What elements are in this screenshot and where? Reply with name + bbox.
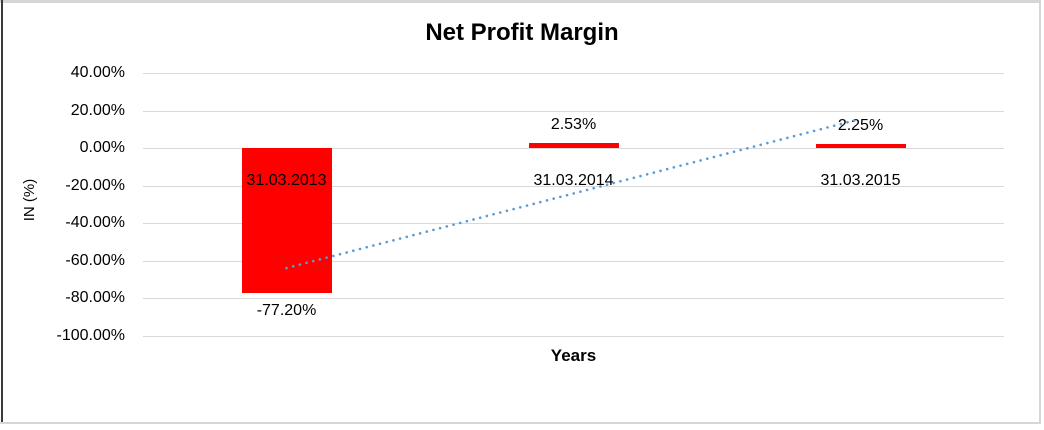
- frame-edge-bottom: [0, 422, 1041, 424]
- y-tick-label: -100.00%: [56, 327, 126, 344]
- data-label: 2.25%: [837, 116, 884, 134]
- chart-title: Net Profit Margin: [425, 19, 619, 46]
- gridline: [143, 73, 1004, 74]
- category-label: 31.03.2013: [246, 172, 327, 190]
- gridline: [143, 110, 1004, 112]
- x-axis-title: Years: [550, 346, 597, 365]
- y-tick-label: -20.00%: [65, 176, 125, 194]
- y-tick-label: 0.00%: [79, 139, 125, 157]
- y-tick-label: -80.00%: [65, 289, 125, 307]
- y-tick-label: -40.00%: [65, 214, 125, 232]
- trendline: [285, 117, 862, 270]
- y-tick-label: 40.00%: [70, 64, 125, 81]
- bar: [815, 143, 906, 149]
- y-tick-label: 20.00%: [70, 101, 125, 119]
- frame-edge-right: [1039, 0, 1041, 424]
- data-label: -77.20%: [256, 302, 317, 320]
- frame-edge-left: [1, 0, 3, 424]
- category-label: 31.03.2015: [820, 172, 901, 190]
- frame-edge-top: [0, 0, 1041, 3]
- category-label: 31.03.2014: [533, 172, 614, 190]
- gridline: [143, 336, 1004, 337]
- bar: [241, 148, 332, 294]
- gridline: [143, 298, 1004, 300]
- bar: [528, 143, 619, 149]
- y-tick-label: -60.00%: [65, 251, 125, 269]
- data-label: 2.53%: [550, 116, 597, 134]
